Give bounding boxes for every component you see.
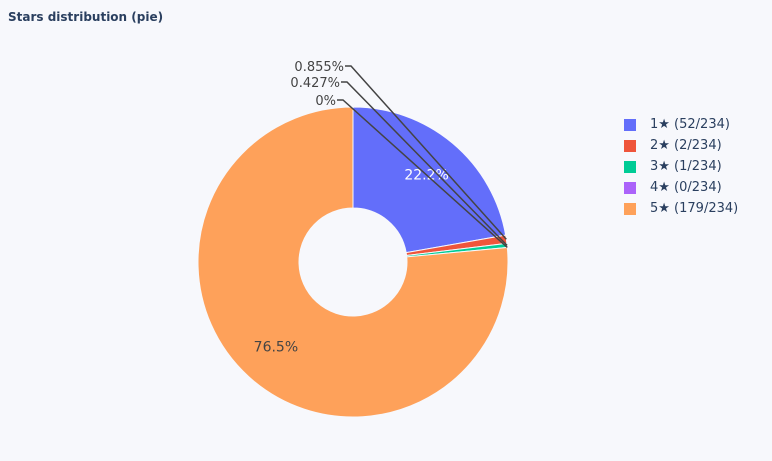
leader-line-3-star [341,81,508,246]
legend-label: 4★ (0/234) [650,180,722,195]
slice-label-2-star: 0.855% [294,60,344,75]
pie-slice-5-star[interactable] [197,106,509,418]
legend-swatch [624,118,636,131]
slice-label-4-star: 0% [315,94,336,109]
slice-label-3-star: 0.427% [290,76,340,91]
legend-swatch [624,202,636,215]
legend-item-4-star[interactable]: 4★ (0/234) [624,177,738,198]
legend-swatch [624,139,636,152]
leader-line-2-star [345,65,507,240]
legend-label: 5★ (179/234) [650,201,739,216]
legend-label: 2★ (2/234) [650,138,722,153]
legend-label: 1★ (52/234) [650,117,730,132]
legend-item-2-star[interactable]: 2★ (2/234) [624,135,738,156]
legend-item-1-star[interactable]: 1★ (52/234) [624,114,738,135]
legend-swatch [624,181,636,194]
legend-label: 3★ (1/234) [650,159,722,174]
leader-line-4-star [337,99,508,249]
legend-swatch [624,160,636,173]
legend-item-3-star[interactable]: 3★ (1/234) [624,156,738,177]
chart-title: Stars distribution (pie) [8,10,164,24]
legend-item-5-star[interactable]: 5★ (179/234) [624,198,738,219]
slice-label-5-star: 76.5% [254,340,298,356]
legend: 1★ (52/234) 2★ (2/234) 3★ (1/234) 4★ (0/234… [624,114,738,219]
